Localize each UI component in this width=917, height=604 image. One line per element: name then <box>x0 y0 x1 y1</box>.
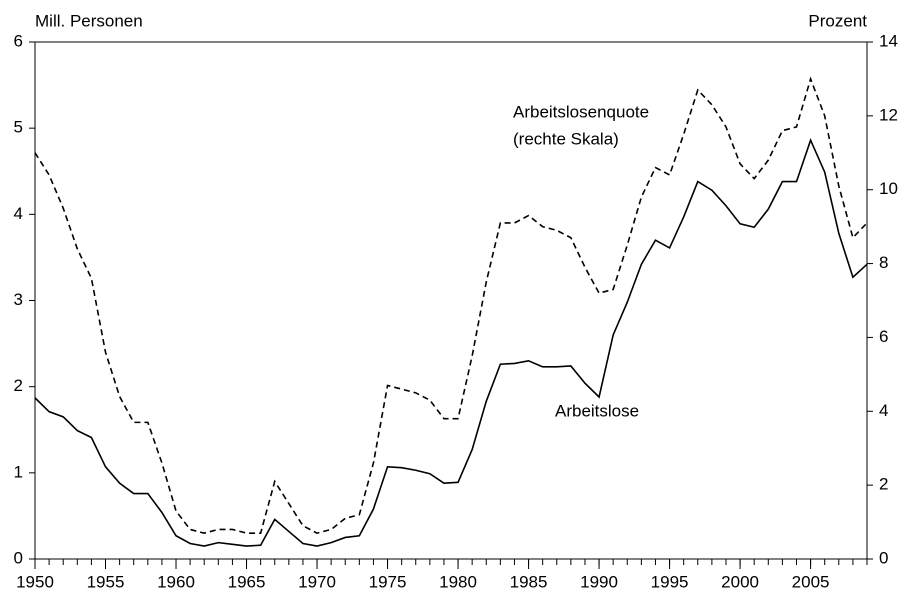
y-axis-label: Mill. Personen <box>35 11 143 30</box>
y2-tick-label: 8 <box>879 253 888 272</box>
series-label: Arbeitslosenquote <box>513 102 649 121</box>
y2-tick-label: 14 <box>879 31 898 50</box>
y-tick-label: 0 <box>14 548 23 567</box>
y-tick-label: 3 <box>14 290 23 309</box>
y-tick-label: 6 <box>14 31 23 50</box>
y-tick-label: 5 <box>14 118 23 137</box>
x-tick-label: 1950 <box>16 572 54 591</box>
x-tick-label: 1955 <box>87 572 125 591</box>
x-tick-label: 1995 <box>651 572 689 591</box>
x-tick-label: 2005 <box>792 572 830 591</box>
y2-axis-label: Prozent <box>808 11 867 30</box>
x-tick-label: 1990 <box>580 572 618 591</box>
series-label: Arbeitslose <box>555 401 639 420</box>
y2-tick-label: 0 <box>879 548 888 567</box>
x-tick-label: 2000 <box>721 572 759 591</box>
y2-tick-label: 12 <box>879 105 898 124</box>
y-tick-label: 1 <box>14 462 23 481</box>
data-line <box>34 138 868 547</box>
y2-tick-label: 4 <box>879 401 888 420</box>
x-tick-label: 1980 <box>439 572 477 591</box>
x-tick-label: 1985 <box>510 572 548 591</box>
x-tick-label: 1970 <box>298 572 336 591</box>
y2-tick-label: 2 <box>879 475 888 494</box>
annotation: (rechte Skala) <box>513 129 619 148</box>
x-tick-label: 1975 <box>369 572 407 591</box>
x-tick-label: 1960 <box>157 572 195 591</box>
y2-tick-label: 6 <box>879 327 888 346</box>
y-tick-label: 2 <box>14 376 23 395</box>
plot-frame <box>34 41 868 560</box>
y-tick-label: 4 <box>14 204 23 223</box>
data-line <box>34 76 868 535</box>
x-tick-label: 1965 <box>228 572 266 591</box>
y2-tick-label: 10 <box>879 179 898 198</box>
